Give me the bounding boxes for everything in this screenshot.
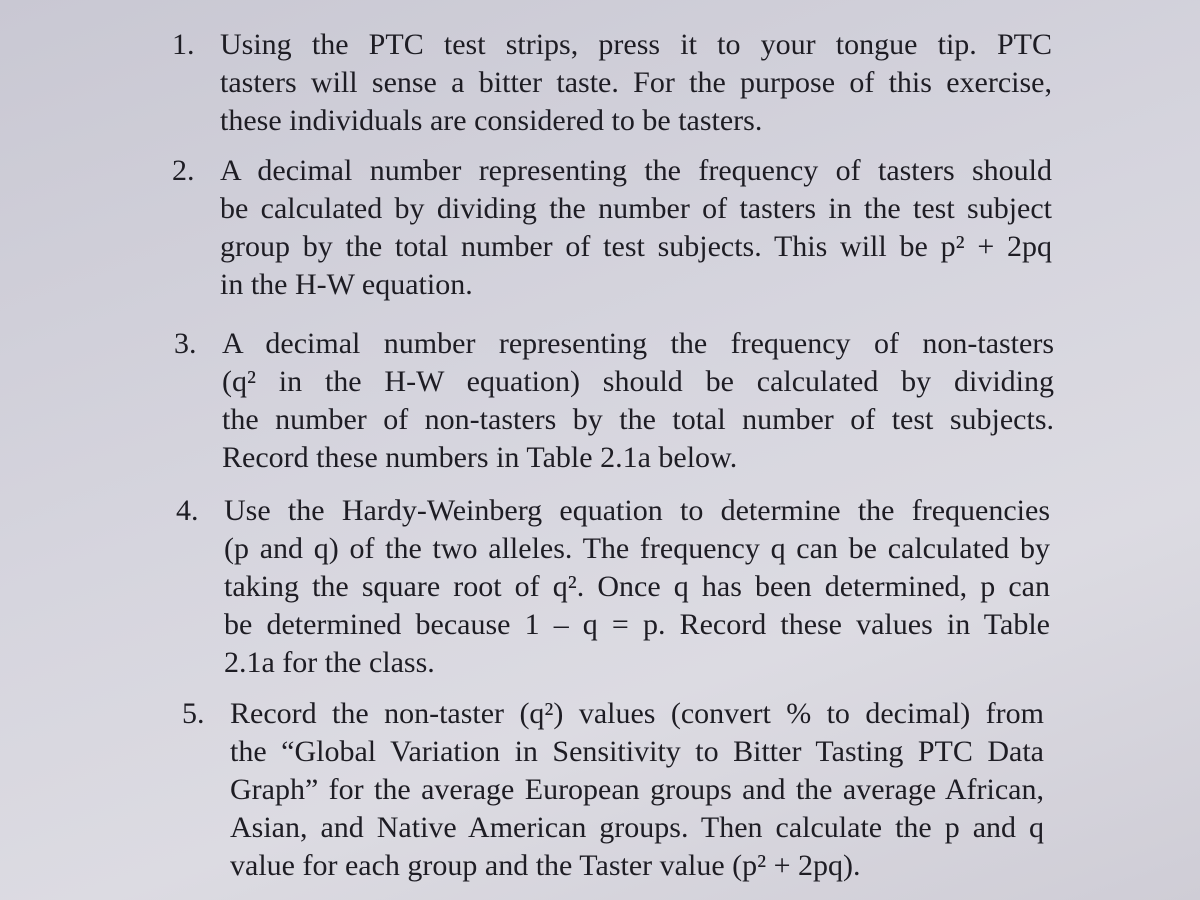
text-line: Use the Hardy-Weinberg equation to deter…: [224, 494, 1050, 527]
text-line: be determined because 1 – q = p. Record …: [224, 608, 1050, 641]
text-line: the “Global Variation in Sensitivity to …: [230, 735, 1044, 768]
text-line: Record these numbers in Table 2.1a below…: [222, 441, 738, 474]
text-line: (q² in the H-W equation) should be calcu…: [222, 365, 1054, 398]
text-line: 2.1a for the class.: [224, 646, 435, 679]
text-line: A decimal number representing the freque…: [220, 154, 1052, 187]
item-number: 5.: [182, 697, 205, 730]
item-text: A decimal number representing the freque…: [222, 325, 1054, 477]
text-line: be calculated by dividing the number of …: [220, 192, 1052, 225]
text-line: the number of non-tasters by the total n…: [222, 403, 1054, 436]
text-line: Asian, and Native American groups. Then …: [230, 811, 1044, 844]
text-line: in the H-W equation.: [220, 268, 473, 301]
item-number: 2.: [172, 154, 195, 187]
text-line: Record the non-taster (q²) values (conve…: [230, 697, 1044, 730]
text-line: taking the square root of q². Once q has…: [224, 570, 1050, 603]
item-text: A decimal number representing the freque…: [220, 152, 1052, 304]
text-line: Using the PTC test strips, press it to y…: [220, 28, 1052, 61]
item-text: Record the non-taster (q²) values (conve…: [230, 695, 1044, 885]
text-line: A decimal number representing the freque…: [222, 327, 1054, 360]
text-line: value for each group and the Taster valu…: [230, 849, 861, 882]
text-line: Graph” for the average European groups a…: [230, 773, 1044, 806]
text-line: these individuals are considered to be t…: [220, 104, 763, 137]
item-number: 3.: [174, 327, 197, 360]
item-number: 4.: [176, 494, 199, 527]
text-line: (p and q) of the two alleles. The freque…: [224, 532, 1050, 565]
text-line: group by the total number of test subjec…: [220, 230, 1052, 263]
text-line: tasters will sense a bitter taste. For t…: [220, 66, 1052, 99]
item-text: Use the Hardy-Weinberg equation to deter…: [224, 492, 1050, 682]
item-number: 1.: [172, 28, 195, 61]
item-text: Using the PTC test strips, press it to y…: [220, 26, 1052, 140]
